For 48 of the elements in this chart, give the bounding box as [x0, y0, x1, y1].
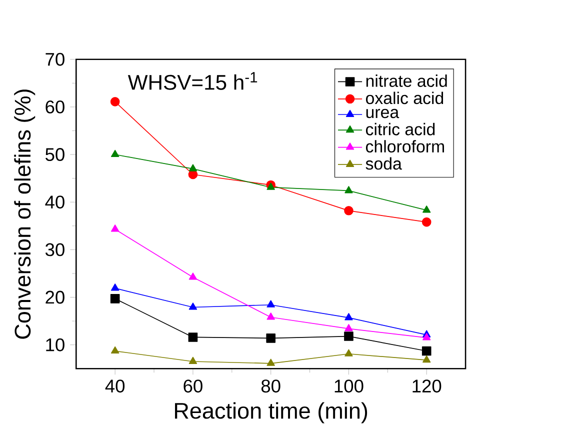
- point: [110, 294, 120, 304]
- legend-label: soda: [366, 157, 402, 170]
- point: [266, 358, 275, 366]
- y-tick-label: 70: [46, 52, 64, 66]
- y-tick-label: 60: [46, 100, 64, 114]
- y-tick-label: 20: [46, 290, 64, 304]
- point: [422, 218, 432, 227]
- y-tick-label: 50: [46, 148, 64, 162]
- legend-label: nitrate acid: [366, 74, 447, 88]
- y-tick-label: 30: [45, 243, 64, 256]
- point: [344, 186, 353, 194]
- point: [422, 356, 431, 363]
- point: [110, 150, 120, 158]
- point: [344, 349, 353, 357]
- point: [344, 313, 353, 320]
- point: [422, 206, 431, 213]
- annotation: WHSV=15 h$^{-1}$: [128, 72, 258, 90]
- point: [422, 333, 431, 340]
- point: [188, 332, 198, 342]
- x-tick-label: 100: [334, 380, 364, 393]
- point: [344, 332, 354, 342]
- point: [188, 164, 198, 172]
- point: [266, 334, 276, 343]
- y-axis-title: Conversion of olefins (%): [14, 90, 36, 339]
- x-tick-label: 80: [261, 380, 280, 393]
- point: [188, 356, 198, 364]
- point: [266, 300, 275, 308]
- point: [110, 346, 120, 354]
- point: [266, 312, 275, 320]
- point: [188, 272, 198, 280]
- x-tick-label: 60: [184, 380, 202, 393]
- x-tick-label: 120: [412, 380, 442, 393]
- x-tick-label: 40: [105, 380, 125, 393]
- point: [110, 284, 120, 291]
- point: [266, 182, 275, 190]
- legend-label: oxalic acid: [366, 92, 444, 104]
- point: [188, 302, 198, 310]
- point: [110, 224, 120, 232]
- x-axis-title: Reaction time (min): [175, 402, 368, 424]
- y-tick-label: 10: [46, 338, 64, 352]
- legend-label: citric acid: [366, 123, 435, 136]
- legend-label: chloroform: [366, 140, 444, 153]
- point: [344, 324, 353, 332]
- point: [110, 97, 120, 106]
- y-tick-label: 40: [45, 196, 64, 209]
- legend-label: urea: [366, 109, 400, 118]
- point: [344, 206, 354, 216]
- point: [422, 346, 432, 356]
